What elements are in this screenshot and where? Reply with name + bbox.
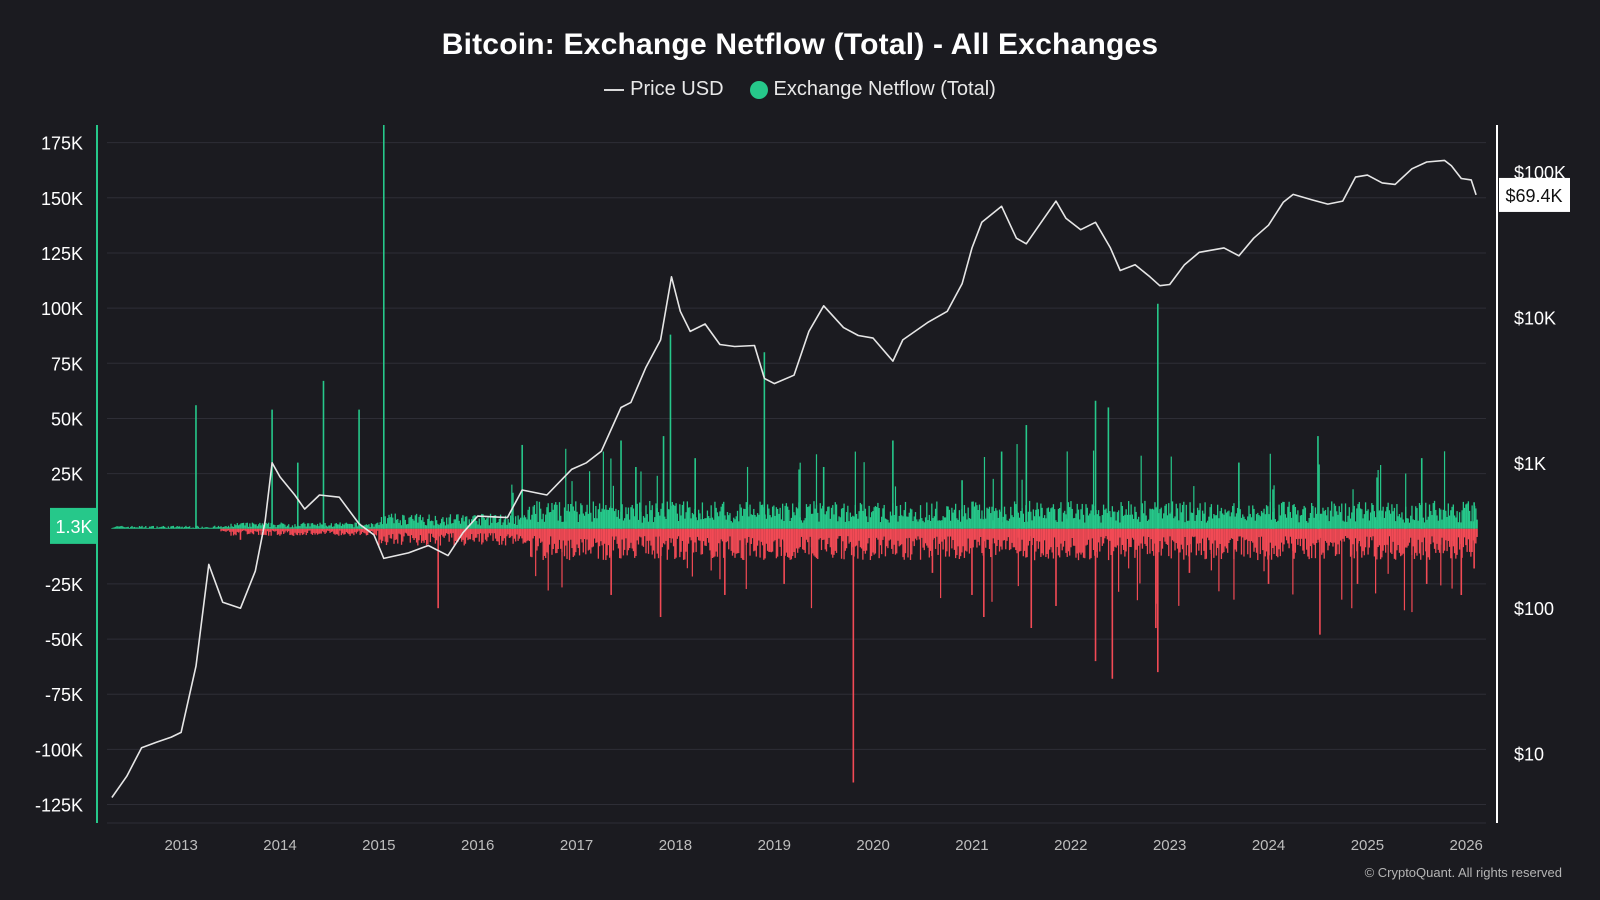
legend-item-price[interactable]: Price USD	[604, 78, 724, 101]
left-tick-label: 125K	[41, 244, 83, 264]
left-tick-label: 50K	[51, 409, 83, 429]
x-tick-label: 2015	[362, 837, 395, 854]
right-tick-label: $1K	[1514, 454, 1546, 474]
legend-netflow-swatch	[749, 80, 768, 99]
x-tick-label: 2016	[461, 837, 494, 854]
left-tick-label: 150K	[41, 189, 83, 209]
right-tick-label: $10K	[1514, 308, 1556, 328]
chart-title: Bitcoin: Exchange Netflow (Total) - All …	[441, 28, 1159, 61]
left-tick-label: -100K	[35, 740, 83, 760]
x-tick-label: 2017	[560, 837, 593, 854]
left-tick-label: 100K	[41, 299, 83, 319]
x-tick-label: 2025	[1351, 837, 1384, 854]
legend-price-swatch	[604, 88, 625, 91]
x-tick-label: 2020	[856, 837, 889, 854]
left-tick-label: -25K	[45, 575, 83, 595]
netflow-bars	[111, 125, 1478, 783]
x-tick-label: 2013	[164, 837, 197, 854]
left-tick-label: -125K	[35, 796, 83, 816]
chart-legend: Price USD Exchange Netflow (Total)	[0, 78, 1600, 101]
price-line-layer	[111, 159, 1477, 798]
copyright-text: © CryptoQuant. All rights reserved	[1364, 865, 1562, 880]
x-axis: 2013 2014 2015 2016 2017 2018 2019 2020 2021 2022…	[164, 837, 1482, 854]
right-axis: $100K $10K $1K $100 $10	[1496, 125, 1566, 823]
x-tick-label: 2023	[1153, 837, 1186, 854]
x-tick-label: 2018	[659, 837, 692, 854]
left-axis: 175K 150K 125K 100K 75K 50K 25K -25K -50K -75K -10…	[35, 125, 98, 823]
legend-price-label: Price USD	[630, 78, 724, 100]
current-netflow-badge	[50, 507, 98, 544]
x-tick-label: 2022	[1054, 837, 1087, 854]
current-price-label: $69.4K	[1505, 186, 1562, 206]
price-line	[111, 159, 1477, 798]
current-price-badge	[1499, 177, 1570, 212]
x-tick-label: 2014	[263, 837, 296, 854]
left-tick-label: 75K	[51, 354, 83, 374]
left-tick-label: -75K	[45, 685, 83, 705]
left-tick-label: 25K	[51, 465, 83, 485]
legend-item-netflow[interactable]: Exchange Netflow (Total)	[749, 78, 996, 101]
left-tick-label: 175K	[41, 134, 83, 154]
x-tick-label: 2024	[1252, 837, 1285, 854]
current-value-labels: 1.3K $69.4K	[50, 177, 1570, 544]
left-tick-label: -50K	[45, 630, 83, 650]
current-netflow-label: 1.3K	[55, 517, 92, 537]
grid-lines	[107, 142, 1486, 824]
x-tick-label: 2026	[1450, 837, 1483, 854]
right-tick-label: $100K	[1514, 163, 1566, 183]
right-tick-label: $100	[1514, 599, 1554, 619]
x-tick-label: 2021	[955, 837, 988, 854]
legend-netflow-label: Exchange Netflow (Total)	[773, 78, 996, 100]
right-tick-label: $10	[1514, 745, 1544, 765]
x-tick-label: 2019	[758, 837, 791, 854]
